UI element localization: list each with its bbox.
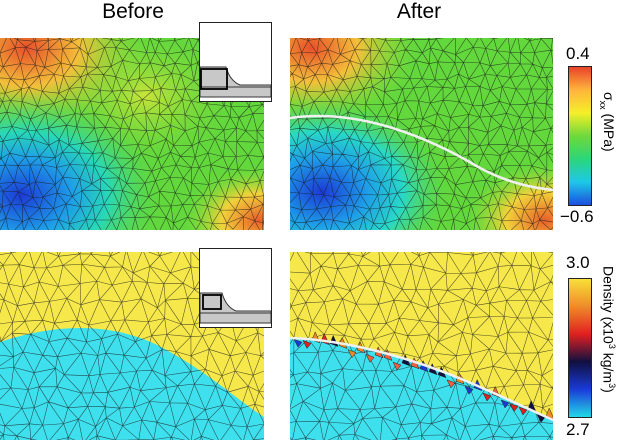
interface-element [365, 353, 375, 363]
density-before-inset [199, 248, 272, 328]
interface-element [392, 361, 402, 371]
mesh-overlay [0, 38, 264, 230]
interface-element [293, 338, 303, 348]
inset-zoom-box [200, 68, 228, 90]
interface-element [464, 385, 474, 395]
interface-element [518, 406, 528, 416]
stress-before-inset [199, 22, 272, 102]
after-column-title: After [396, 0, 442, 23]
before-column-title: Before [102, 0, 164, 23]
interface-element [482, 392, 492, 402]
stress-colorbar-label: σxx (MPa) [598, 92, 617, 152]
density-before-panel [0, 252, 264, 440]
density-after-panel [290, 252, 553, 440]
stress-colorbar-max: 0.4 [566, 44, 590, 63]
interface-element [302, 339, 312, 349]
density-colorbar-min: 2.7 [566, 420, 590, 439]
interface-element [500, 399, 510, 409]
interface-line [290, 336, 553, 422]
interface-element [446, 379, 456, 389]
interface-element [509, 402, 519, 412]
density-after-plot [290, 252, 553, 440]
stress-colorbar-min: −0.6 [560, 207, 594, 226]
stress-after-panel [290, 38, 553, 230]
density-colorbar [568, 278, 592, 418]
density-colorbar-max: 3.0 [566, 253, 590, 272]
interface-element [347, 349, 357, 359]
inset-zoom-box [202, 294, 222, 310]
stress-after-plot [290, 38, 553, 230]
stress-colorbar [568, 66, 592, 206]
density-colorbar-label: Density (x103 kg/m3) [600, 266, 617, 393]
density-before-plot [0, 252, 264, 440]
interface-line [290, 114, 553, 192]
